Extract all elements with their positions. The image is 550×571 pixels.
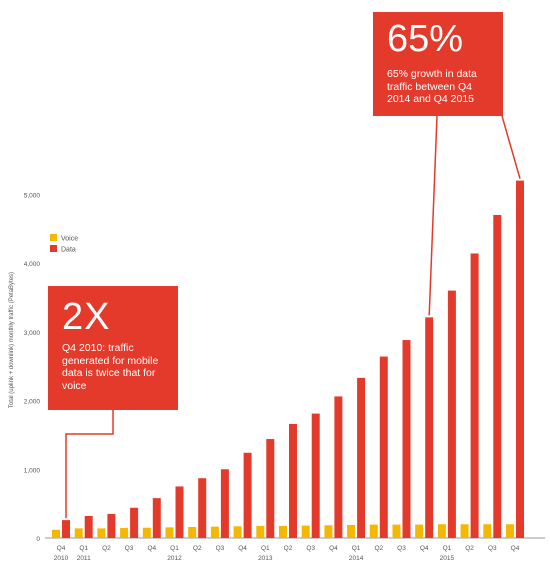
x-tick-label: Q1 — [352, 545, 361, 552]
y-tick-label: 3,000 — [24, 330, 41, 337]
x-tick-label: Q1 — [443, 545, 452, 552]
data-bar — [289, 423, 297, 538]
callout-65-percent: 65% 65% growth in data traffic between Q… — [373, 12, 503, 116]
data-bar — [516, 180, 524, 539]
voice-bar — [52, 529, 60, 538]
x-tick-label: Q4 — [329, 545, 338, 552]
data-bar — [84, 516, 93, 538]
x-year-label: 2011 — [77, 555, 91, 562]
legend-swatch-voice — [50, 234, 57, 241]
x-tick-label: Q4 — [57, 545, 66, 552]
voice-bar — [460, 524, 469, 538]
voice-bar — [506, 524, 514, 538]
data-bar — [334, 396, 343, 538]
x-tick-label: Q1 — [79, 545, 88, 552]
voice-bar — [347, 524, 356, 538]
voice-bar — [369, 524, 378, 538]
voice-bar — [437, 524, 446, 538]
data-bar — [130, 507, 139, 538]
data-bar — [493, 214, 502, 538]
x-tick-label: Q4 — [147, 545, 156, 552]
x-year-label: 2012 — [167, 555, 182, 562]
legend-label-data: Data — [61, 247, 76, 254]
voice-bar — [483, 524, 492, 538]
voice-bar — [415, 524, 424, 538]
x-tick-label: Q1 — [261, 545, 270, 552]
data-bar — [175, 486, 184, 538]
legend-label-voice: Voice — [61, 236, 78, 243]
voice-bar — [188, 527, 197, 538]
data-bar — [220, 469, 229, 538]
x-tick-label: Q3 — [488, 545, 497, 552]
data-bar — [62, 520, 70, 538]
x-tick-label: Q2 — [102, 545, 111, 552]
x-tick-label: Q3 — [216, 545, 225, 552]
x-tick-label: Q4 — [238, 545, 247, 552]
x-tick-label: Q3 — [125, 545, 134, 552]
x-tick-label: Q4 — [420, 545, 429, 552]
callout-65-leader-left — [428, 115, 438, 316]
x-tick-label: Q2 — [284, 545, 293, 552]
voice-bar — [301, 525, 310, 538]
data-bar — [447, 290, 456, 538]
callout-65-headline: 65% — [387, 18, 464, 60]
data-bar — [266, 439, 275, 538]
callout-2x-headline: 2X — [62, 296, 111, 338]
callout-2x-leader — [65, 410, 114, 519]
x-tick-label: Q3 — [397, 545, 406, 552]
y-tick-label: 5,000 — [24, 192, 41, 199]
x-tick-label: Q4 — [511, 545, 520, 552]
x-tick-label: Q1 — [170, 545, 179, 552]
voice-bar — [324, 525, 333, 538]
data-bar — [243, 452, 252, 538]
data-bar — [402, 340, 411, 538]
voice-bar — [210, 526, 219, 538]
callout-65-leader-right — [501, 115, 521, 179]
data-bar — [311, 413, 320, 538]
data-bar — [379, 356, 388, 538]
data-bar — [470, 253, 479, 538]
voice-bar — [165, 527, 174, 538]
voice-bar — [142, 527, 151, 538]
voice-bar — [74, 528, 83, 538]
legend-swatch-data — [50, 245, 57, 252]
x-year-label: 2010 — [54, 555, 69, 562]
y-tick-label: 1,000 — [24, 467, 41, 474]
data-bar — [357, 377, 366, 538]
data-bar — [198, 478, 207, 538]
x-year-label: 2013 — [258, 555, 273, 562]
x-tick-label: Q3 — [306, 545, 315, 552]
callout-2x-body: Q4 2010: traffic generated for mobile da… — [62, 342, 159, 392]
y-axis-label: Total (uplink + downlink) monthly traffi… — [9, 272, 15, 408]
x-tick-label: Q2 — [193, 545, 202, 552]
y-tick-label: 2,000 — [24, 399, 41, 406]
voice-bar — [279, 525, 287, 538]
data-bar — [425, 317, 434, 538]
x-year-label: 2014 — [349, 555, 364, 562]
data-bar — [107, 513, 116, 538]
voice-bar — [97, 528, 106, 538]
y-tick-label: 0 — [36, 536, 40, 543]
x-tick-label: Q2 — [374, 545, 383, 552]
voice-bar — [256, 525, 265, 538]
x-tick-label: Q2 — [465, 545, 474, 552]
voice-bar — [120, 528, 129, 538]
data-bar — [152, 498, 161, 538]
voice-bar — [233, 526, 242, 538]
callout-65-body: 65% growth in data traffic between Q4 20… — [387, 68, 477, 106]
y-tick-label: 4,000 — [24, 261, 41, 268]
x-year-label: 2015 — [440, 555, 455, 562]
callout-2x: 2X Q4 2010: traffic generated for mobile… — [48, 286, 178, 410]
voice-bar — [392, 524, 401, 538]
